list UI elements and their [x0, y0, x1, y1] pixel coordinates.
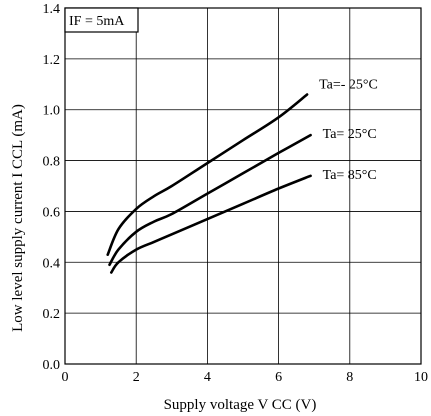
y-tick-label: 0.6	[43, 205, 61, 220]
series-label: Ta=- 25°C	[319, 77, 378, 92]
x-axis-label: Supply voltage V CC (V)	[164, 397, 317, 413]
y-tick-label: 1.4	[43, 2, 61, 17]
y-tick-label: 1.2	[43, 53, 61, 68]
x-tick-label: 2	[133, 370, 140, 385]
plot-frame	[64, 7, 422, 365]
series-line	[106, 93, 309, 256]
series-label: Ta= 85°C	[323, 168, 377, 183]
condition-box: IF = 5mA	[64, 7, 139, 33]
x-tick-label: 8	[346, 370, 353, 385]
series-line	[110, 174, 312, 274]
series-lines	[106, 93, 312, 274]
y-tick-label: 0.8	[43, 155, 61, 170]
series-labels: Ta=- 25°C Ta= 25°C Ta= 85°C	[319, 77, 378, 182]
y-tick-label: 0.0	[43, 358, 61, 373]
x-tick-label: 0	[62, 370, 69, 385]
y-tick-label: 0.2	[43, 307, 61, 322]
x-tick-label: 4	[204, 370, 211, 385]
grid	[65, 8, 421, 364]
series-label: Ta= 25°C	[323, 127, 377, 142]
x-tick-label: 6	[275, 370, 282, 385]
ticks: 0 2 4 6 8 10 0.0 0.2 0.4 0.6 0.8 1.0 1.2 1.4	[43, 2, 429, 385]
y-axis-label: Low level supply current I CCL (mA)	[10, 104, 26, 332]
series-line	[108, 133, 312, 267]
y-tick-label: 1.0	[43, 104, 61, 119]
y-tick-label: 0.4	[43, 256, 61, 271]
condition-label: IF = 5mA	[69, 14, 125, 29]
condition-box-frame	[64, 7, 139, 33]
x-tick-label: 10	[414, 370, 428, 385]
